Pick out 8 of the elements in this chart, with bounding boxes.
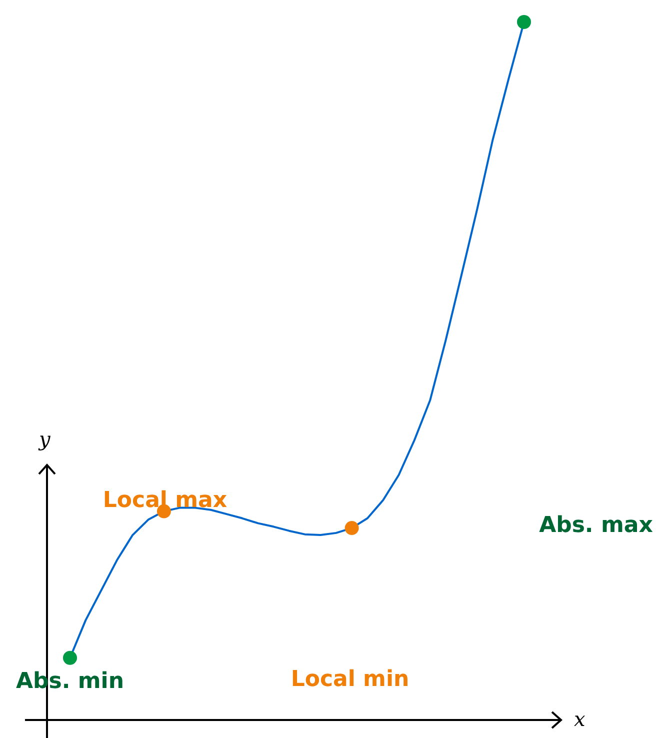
annotation: Local min	[290, 667, 410, 692]
text: Abs. max	[539, 513, 653, 538]
x-axis-title: x	[574, 707, 586, 731]
y-axis-title: y	[38, 427, 51, 451]
point	[517, 15, 531, 29]
annotation: Local max	[102, 488, 228, 513]
point	[344, 521, 359, 536]
point	[63, 650, 77, 665]
